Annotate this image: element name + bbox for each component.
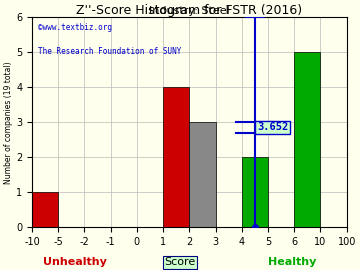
Text: Score: Score xyxy=(165,257,195,267)
Bar xyxy=(32,192,58,227)
Bar xyxy=(163,87,189,227)
Y-axis label: Number of companies (19 total): Number of companies (19 total) xyxy=(4,61,13,184)
Text: 3.652: 3.652 xyxy=(257,122,288,133)
Text: Industry: Steel: Industry: Steel xyxy=(149,6,230,16)
Title: Z''-Score Histogram for FSTR (2016): Z''-Score Histogram for FSTR (2016) xyxy=(76,4,302,17)
Text: Unhealthy: Unhealthy xyxy=(43,257,107,267)
Text: Healthy: Healthy xyxy=(269,257,317,267)
Bar xyxy=(242,157,268,227)
Text: ©www.textbiz.org: ©www.textbiz.org xyxy=(38,23,112,32)
Text: The Research Foundation of SUNY: The Research Foundation of SUNY xyxy=(38,46,181,56)
Bar xyxy=(294,52,320,227)
Bar xyxy=(189,122,216,227)
